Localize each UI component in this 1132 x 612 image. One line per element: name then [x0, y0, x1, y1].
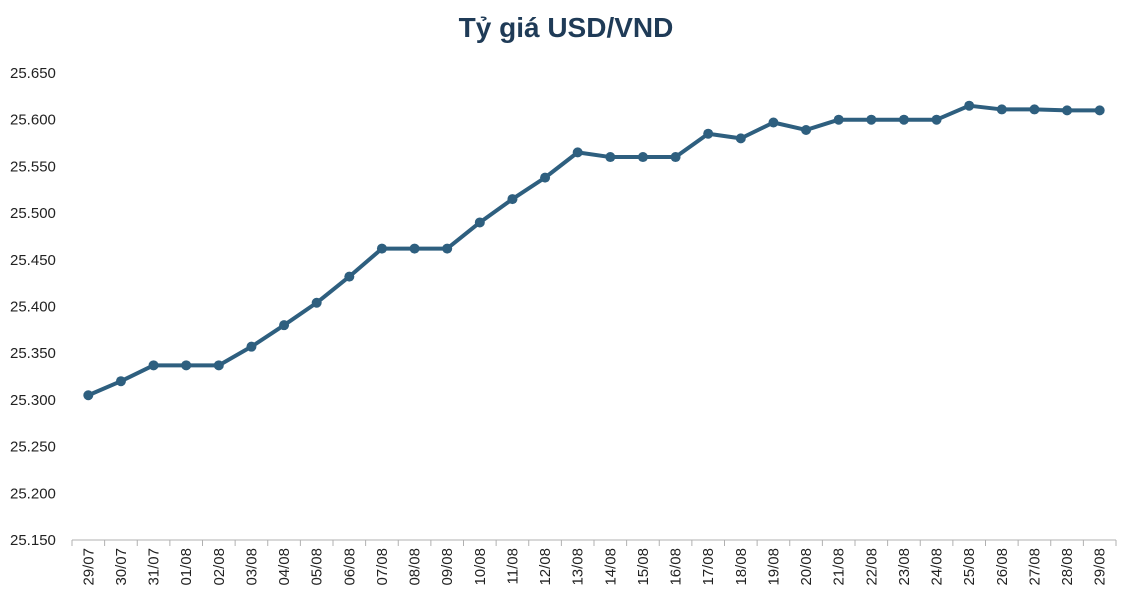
y-tick-label: 25.350	[10, 345, 56, 362]
data-point	[996, 104, 1007, 115]
data-point	[670, 152, 681, 163]
x-tick-label: 26/08	[994, 548, 1011, 586]
x-tick-label: 04/08	[276, 548, 293, 586]
x-tick-label: 30/07	[113, 548, 130, 586]
chart-title: Tỷ giá USD/VND	[458, 12, 674, 43]
y-tick-label: 25.500	[10, 205, 56, 222]
data-point	[311, 297, 322, 308]
data-point	[1094, 105, 1105, 116]
data-point	[213, 360, 224, 371]
x-tick-label: 21/08	[831, 548, 848, 586]
x-tick-label: 18/08	[733, 548, 750, 586]
y-tick-label: 25.550	[10, 158, 56, 175]
data-point	[833, 114, 844, 125]
data-point	[507, 194, 518, 205]
y-tick-label: 25.150	[10, 532, 56, 549]
data-point	[898, 114, 909, 125]
data-point	[964, 100, 975, 111]
x-tick-label: 15/08	[635, 548, 652, 586]
x-tick-label: 10/08	[472, 548, 489, 586]
data-point	[931, 114, 942, 125]
data-point	[703, 128, 714, 139]
x-tick-label: 29/07	[80, 548, 97, 586]
y-tick-label: 25.600	[10, 112, 56, 129]
data-point	[376, 243, 387, 254]
x-tick-label: 07/08	[374, 548, 391, 586]
x-tick-label: 31/07	[146, 548, 163, 586]
data-point	[866, 114, 877, 125]
x-tick-label: 17/08	[700, 548, 717, 586]
series-line	[86, 103, 1102, 398]
data-point	[246, 341, 257, 352]
data-point	[344, 271, 355, 282]
data-point	[540, 172, 551, 183]
data-point	[735, 133, 746, 144]
x-tick-label: 02/08	[211, 548, 228, 586]
y-tick-label: 25.300	[10, 392, 56, 409]
data-point	[115, 376, 126, 387]
data-point	[279, 320, 290, 331]
data-point	[801, 124, 812, 135]
data-point	[1029, 104, 1040, 115]
x-tick-label: 28/08	[1059, 548, 1076, 586]
x-tick-label: 03/08	[243, 548, 260, 586]
x-tick-label: 01/08	[178, 548, 195, 586]
data-point	[1062, 105, 1073, 116]
x-tick-label: 12/08	[537, 548, 554, 586]
x-tick-label: 05/08	[309, 548, 326, 586]
x-tick-label: 22/08	[863, 548, 880, 586]
x-tick-label: 27/08	[1026, 548, 1043, 586]
y-tick-label: 25.650	[10, 65, 56, 82]
data-point	[605, 152, 616, 163]
y-tick-label: 25.400	[10, 299, 56, 316]
y-tick-label: 25.450	[10, 252, 56, 269]
data-point	[572, 147, 583, 158]
data-point	[148, 360, 159, 371]
data-point	[637, 152, 648, 163]
x-tick-label: 20/08	[798, 548, 815, 586]
y-tick-label: 25.200	[10, 485, 56, 502]
x-tick-label: 19/08	[765, 548, 782, 586]
data-point	[83, 390, 94, 401]
data-point	[181, 360, 192, 371]
x-tick-label: 13/08	[570, 548, 587, 586]
data-point	[409, 243, 420, 254]
data-point	[442, 243, 453, 254]
data-point	[474, 217, 485, 228]
x-tick-label: 08/08	[407, 548, 424, 586]
x-tick-label: 24/08	[929, 548, 946, 586]
x-tick-label: 23/08	[896, 548, 913, 586]
x-tick-label: 16/08	[668, 548, 685, 586]
x-tick-label: 14/08	[602, 548, 619, 586]
y-tick-label: 25.250	[10, 439, 56, 456]
x-tick-label: 09/08	[439, 548, 456, 586]
x-tick-label: 29/08	[1092, 548, 1109, 586]
x-tick-label: 25/08	[961, 548, 978, 586]
data-point	[768, 117, 779, 128]
x-tick-label: 06/08	[341, 548, 358, 586]
x-tick-label: 11/08	[504, 548, 521, 584]
